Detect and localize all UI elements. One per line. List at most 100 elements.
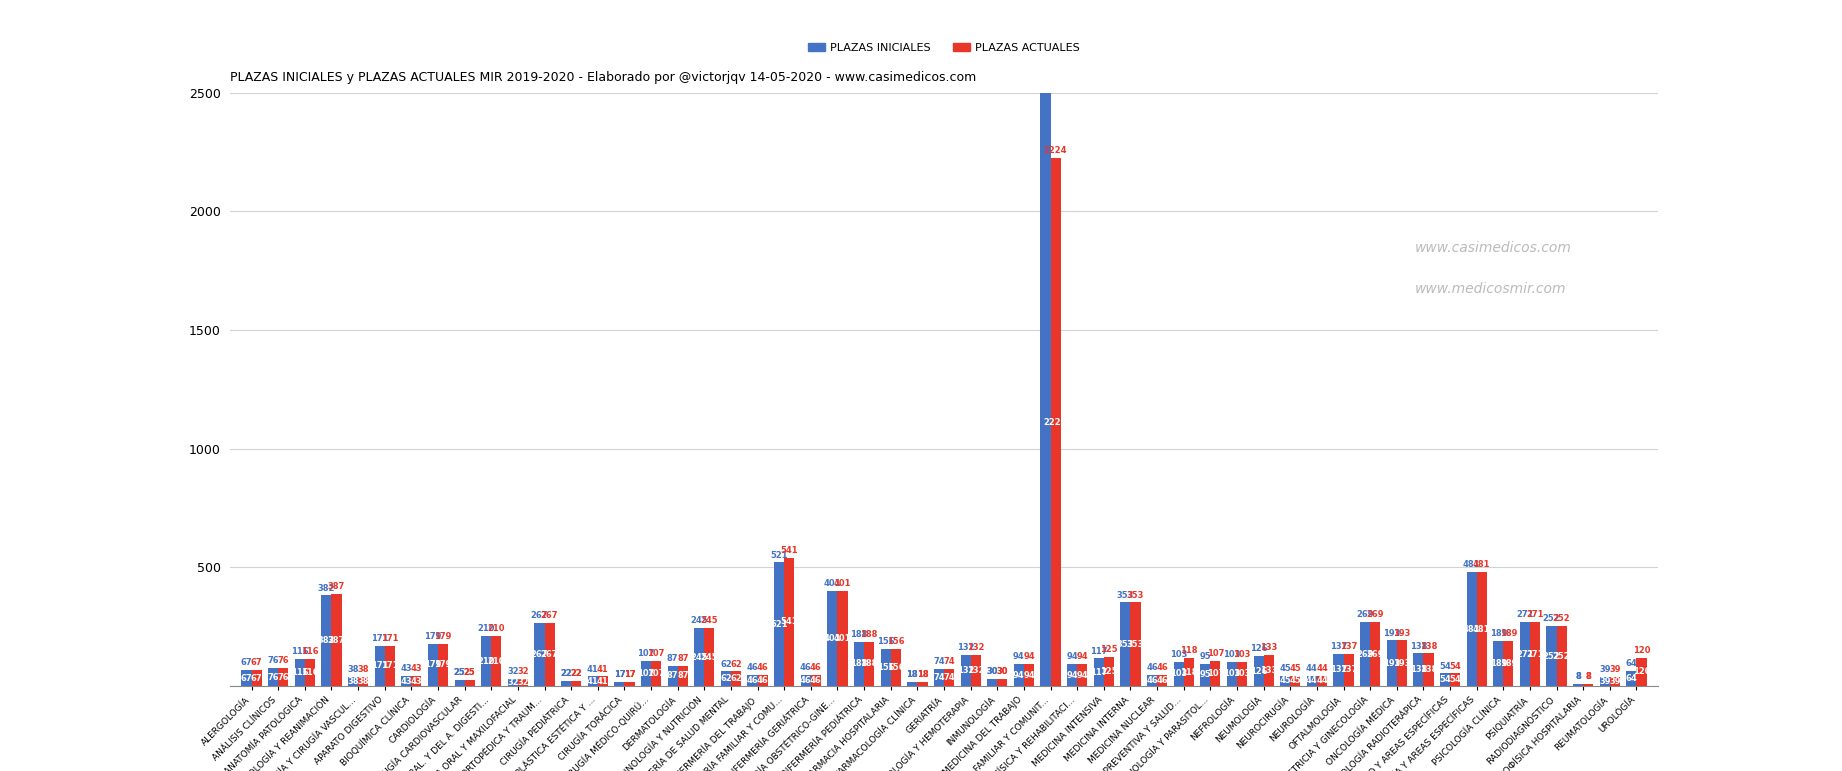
Text: 103: 103 <box>1170 650 1188 659</box>
Bar <box>945 668 954 686</box>
Text: 541: 541 <box>781 546 798 555</box>
Text: 541: 541 <box>781 618 798 627</box>
Text: 76: 76 <box>267 672 278 682</box>
Text: 116: 116 <box>291 647 309 656</box>
Text: 171: 171 <box>381 662 398 671</box>
Text: 193: 193 <box>1393 628 1411 638</box>
Bar <box>455 680 464 686</box>
Bar <box>1413 653 1424 686</box>
Bar <box>997 679 1008 686</box>
Bar <box>1477 572 1486 686</box>
Text: 8: 8 <box>1575 672 1580 682</box>
Text: 382: 382 <box>317 584 335 593</box>
Bar <box>667 665 678 686</box>
Bar <box>374 645 385 686</box>
Text: 179: 179 <box>424 661 442 669</box>
Bar <box>613 682 624 686</box>
Bar <box>917 682 928 686</box>
Bar <box>827 591 838 686</box>
Text: 171: 171 <box>381 634 398 643</box>
Bar <box>1120 602 1131 686</box>
Bar <box>321 595 332 686</box>
Text: 481: 481 <box>1474 625 1490 634</box>
Text: 44: 44 <box>1315 676 1328 685</box>
Text: 103: 103 <box>1223 669 1242 678</box>
Text: 22: 22 <box>571 669 582 678</box>
Text: 137: 137 <box>1339 641 1358 651</box>
Bar <box>1440 673 1450 686</box>
Text: 120: 120 <box>1632 668 1650 676</box>
Text: 179: 179 <box>435 631 451 641</box>
Bar <box>678 665 687 686</box>
Bar <box>1067 664 1078 686</box>
Bar <box>1503 641 1514 686</box>
Text: 269: 269 <box>1356 611 1374 619</box>
Text: 107: 107 <box>647 649 665 658</box>
Text: 8: 8 <box>1586 672 1591 682</box>
Text: 41: 41 <box>588 677 599 686</box>
Bar <box>1396 641 1407 686</box>
Text: 210: 210 <box>477 657 495 665</box>
Bar <box>1238 662 1247 686</box>
Text: 156: 156 <box>888 663 904 672</box>
Text: 39: 39 <box>1610 677 1621 686</box>
Text: 32: 32 <box>507 667 519 675</box>
Text: 179: 179 <box>424 631 442 641</box>
Bar <box>1103 657 1114 686</box>
Bar <box>1610 677 1619 686</box>
Text: 132: 132 <box>967 643 984 652</box>
Bar <box>748 675 757 686</box>
Text: 94: 94 <box>1013 671 1024 679</box>
Text: 133: 133 <box>1260 643 1277 651</box>
Text: 107: 107 <box>1207 669 1225 678</box>
Bar <box>892 649 901 686</box>
Text: 32: 32 <box>507 678 519 687</box>
Text: 103: 103 <box>1234 650 1251 659</box>
Bar <box>278 668 289 686</box>
Bar <box>1094 658 1103 686</box>
Text: 44: 44 <box>1306 664 1317 673</box>
Text: 188: 188 <box>860 630 879 638</box>
Text: 245: 245 <box>700 652 718 662</box>
Text: 271: 271 <box>1527 610 1544 619</box>
Bar <box>464 680 475 686</box>
Text: 32: 32 <box>518 667 529 675</box>
Bar <box>1599 677 1610 686</box>
Text: 62: 62 <box>720 660 731 668</box>
Text: 8: 8 <box>1586 672 1591 682</box>
Text: 46: 46 <box>1146 676 1159 685</box>
Bar <box>934 668 943 686</box>
Text: 62: 62 <box>729 675 742 683</box>
Bar <box>1289 675 1300 686</box>
Text: 18: 18 <box>906 670 917 679</box>
Text: 17: 17 <box>613 670 624 679</box>
Text: 44: 44 <box>1315 664 1328 673</box>
Text: 188: 188 <box>851 630 868 638</box>
Text: 252: 252 <box>1553 651 1571 661</box>
Text: 39: 39 <box>1599 677 1610 686</box>
Bar <box>1520 622 1531 686</box>
Text: 156: 156 <box>877 663 895 672</box>
Bar <box>1264 655 1275 686</box>
Text: www.casimedicos.com: www.casimedicos.com <box>1415 241 1571 255</box>
Bar <box>402 676 411 686</box>
Text: 401: 401 <box>823 579 842 588</box>
Text: 103: 103 <box>1223 650 1242 659</box>
Text: 521: 521 <box>770 620 788 629</box>
Text: 38: 38 <box>348 677 359 686</box>
Text: 46: 46 <box>757 663 768 672</box>
Bar <box>492 636 501 686</box>
Bar <box>864 641 875 686</box>
Text: 138: 138 <box>1409 665 1428 675</box>
Text: 39: 39 <box>1599 665 1610 674</box>
Text: 193: 193 <box>1393 658 1411 668</box>
Text: 137: 137 <box>1330 641 1347 651</box>
Text: 353: 353 <box>1116 640 1135 648</box>
Text: 267: 267 <box>542 611 558 620</box>
Text: 87: 87 <box>678 672 689 680</box>
Text: 267: 267 <box>542 650 558 659</box>
Bar <box>1387 641 1396 686</box>
Text: 87: 87 <box>667 672 678 680</box>
Text: 189: 189 <box>1490 629 1507 638</box>
Text: 46: 46 <box>1157 676 1168 685</box>
